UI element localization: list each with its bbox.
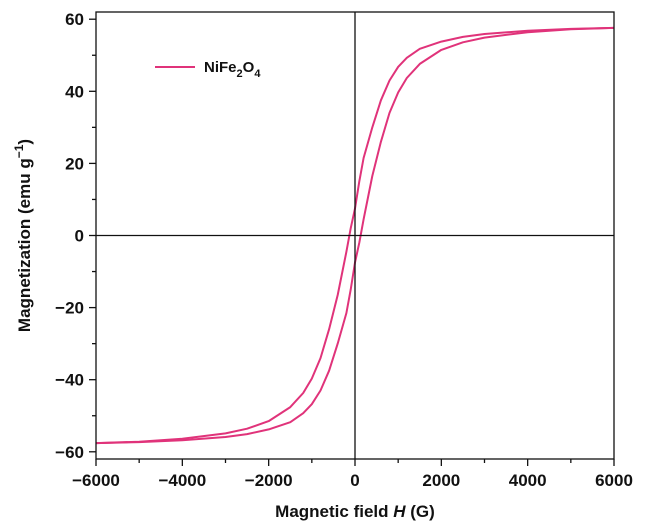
legend-label: NiFe2O4 — [204, 59, 261, 80]
x-tick-label: 0 — [350, 471, 359, 490]
x-tick-label: 4000 — [509, 471, 547, 490]
x-tick-label: −4000 — [158, 471, 206, 490]
x-tick-label: 2000 — [422, 471, 460, 490]
axes — [89, 11, 615, 466]
x-axis-title: Magnetic field H (G) — [275, 502, 435, 521]
y-tick-label: 20 — [65, 154, 84, 173]
y-tick-label: 0 — [75, 227, 84, 246]
y-tick-label: −60 — [55, 443, 84, 462]
y-tick-label: 60 — [65, 10, 84, 29]
x-tick-label: −2000 — [245, 471, 293, 490]
x-tick-label: −6000 — [72, 471, 120, 490]
x-tick-label: 6000 — [595, 471, 633, 490]
y-tick-label: −40 — [55, 371, 84, 390]
y-tick-label: 40 — [65, 82, 84, 101]
labels: −6000 −4000 −2000 0 2000 4000 6000 −60 −40 −20 0 20… — [12, 10, 633, 521]
y-tick-label: −20 — [55, 299, 84, 318]
y-axis-title: Magnetization (emu g−1) — [12, 139, 34, 332]
